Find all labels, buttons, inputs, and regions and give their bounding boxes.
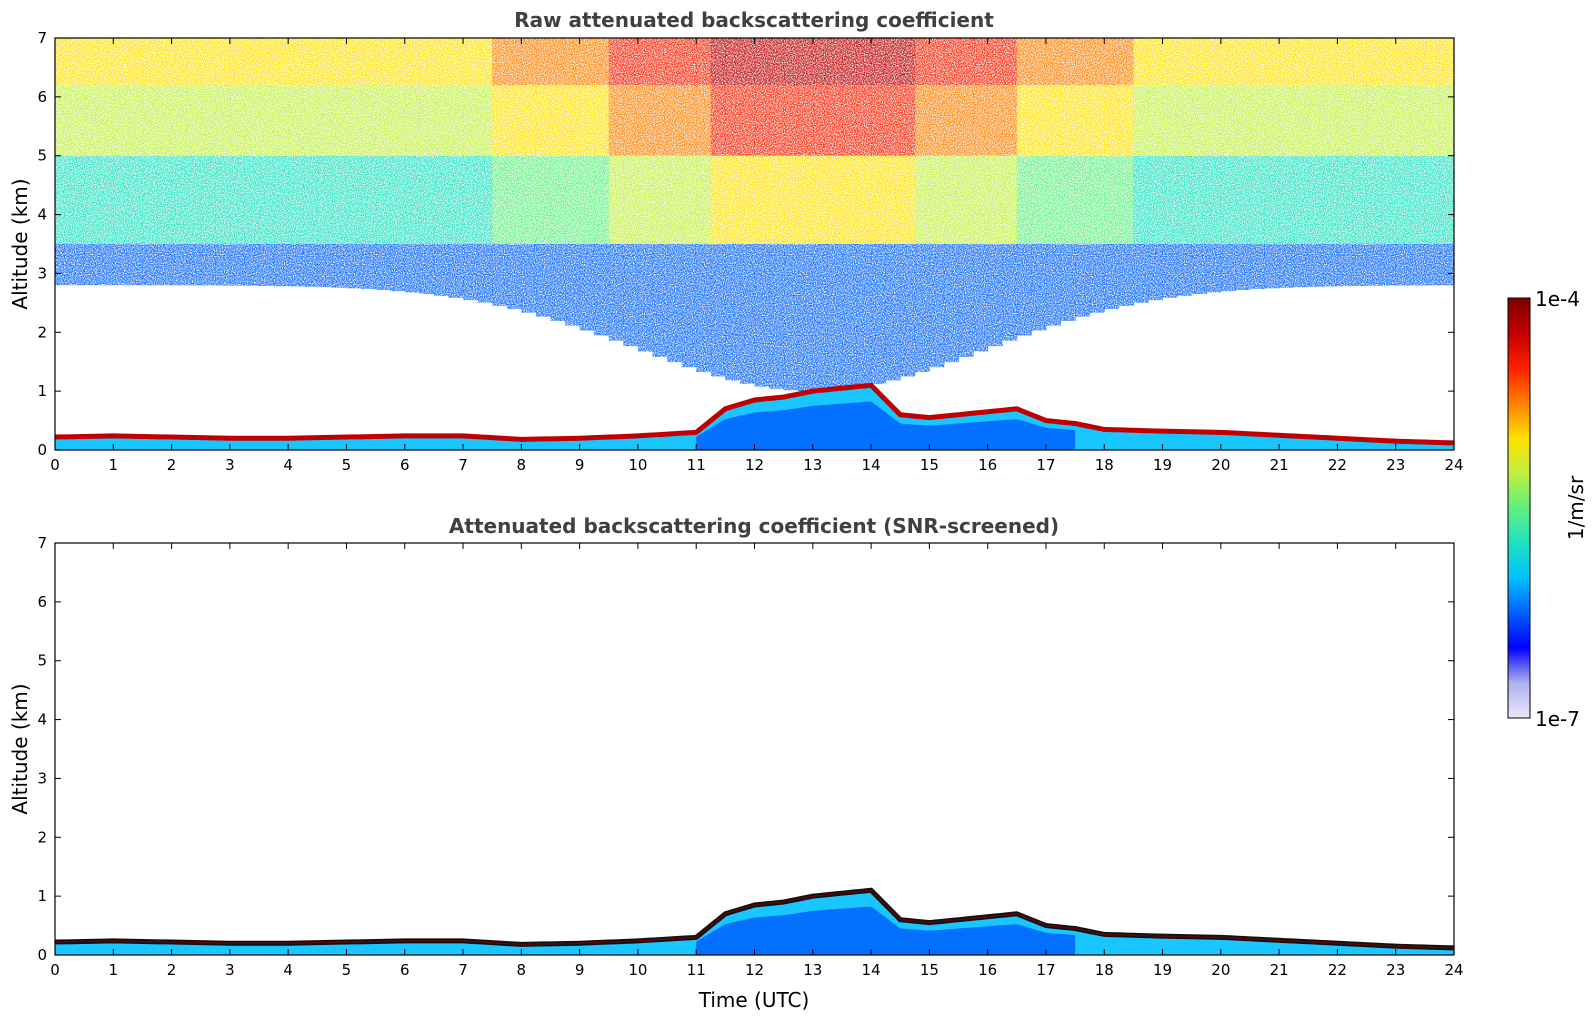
x-tick-label: 0 <box>50 456 60 474</box>
x-tick-label: 11 <box>687 961 706 979</box>
x-tick-label: 8 <box>517 456 527 474</box>
y-tick-label: 0 <box>37 441 47 459</box>
y-tick-label: 5 <box>37 652 47 670</box>
y-tick-label: 2 <box>37 828 47 846</box>
noise-grain <box>55 38 1454 450</box>
x-tick-label: 14 <box>862 456 881 474</box>
x-tick-label: 22 <box>1328 961 1347 979</box>
x-tick-label: 6 <box>400 961 410 979</box>
x-tick-label: 15 <box>920 456 939 474</box>
y-ticks: 0 1 2 3 4 5 6 7 <box>37 29 1454 459</box>
x-tick-label: 1 <box>109 456 119 474</box>
x-ticks: 0 1 2 3 4 5 6 7 8 9 10 11 12 13 14 15 16 17 18 19 20 21 22 23 24 <box>50 543 1464 979</box>
x-tick-label: 4 <box>283 961 293 979</box>
x-tick-label: 19 <box>1153 961 1172 979</box>
x-tick-label: 21 <box>1270 456 1289 474</box>
y-tick-label: 1 <box>37 887 47 905</box>
x-tick-label: 5 <box>342 961 352 979</box>
x-tick-label: 24 <box>1444 456 1463 474</box>
y-tick-label: 4 <box>37 711 47 729</box>
y-tick-label: 4 <box>37 206 47 224</box>
x-tick-label: 9 <box>575 456 585 474</box>
x-tick-label: 17 <box>1036 961 1055 979</box>
daytime-mixed-layer <box>696 401 1076 450</box>
y-ticks: 0 1 2 3 4 5 6 7 <box>37 534 1454 964</box>
x-tick-label: 9 <box>575 961 585 979</box>
x-tick-label: 20 <box>1211 961 1230 979</box>
x-tick-label: 2 <box>167 961 177 979</box>
y-axis-label: Altitude (km) <box>8 683 32 814</box>
x-tick-label: 10 <box>628 456 647 474</box>
x-ticks: 0 1 2 3 4 5 6 7 8 9 10 11 12 13 14 15 16 17 18 19 20 21 22 23 24 <box>50 38 1464 474</box>
x-tick-label: 12 <box>745 961 764 979</box>
x-tick-label: 24 <box>1444 961 1463 979</box>
heatmap-area <box>55 38 1454 450</box>
y-axis-label: Altitude (km) <box>8 178 32 309</box>
layer-top-line <box>55 382 1454 446</box>
x-tick-label: 16 <box>978 456 997 474</box>
heatmap-area <box>55 887 1454 955</box>
y-tick-label: 6 <box>37 593 47 611</box>
x-tick-label: 3 <box>225 456 235 474</box>
colorbar: 1e-4 1e-7 1/m/sr <box>1507 287 1588 731</box>
x-tick-label: 0 <box>50 961 60 979</box>
x-tick-label: 5 <box>342 456 352 474</box>
x-tick-label: 12 <box>745 456 764 474</box>
x-tick-label: 2 <box>167 456 177 474</box>
y-tick-label: 7 <box>37 534 47 552</box>
y-tick-label: 7 <box>37 29 47 47</box>
panel-title: Attenuated backscattering coefficient (S… <box>449 514 1059 538</box>
snr-screened-panel: Attenuated backscattering coefficient (S… <box>8 514 1464 1012</box>
panel-title: Raw attenuated backscattering coefficien… <box>514 8 994 32</box>
x-tick-label: 8 <box>517 961 527 979</box>
layer-top-core <box>55 889 1454 949</box>
x-tick-label: 7 <box>458 961 468 979</box>
x-tick-label: 7 <box>458 456 468 474</box>
colorbar-min-label: 1e-7 <box>1535 707 1580 731</box>
colorbar-max-label: 1e-4 <box>1535 287 1580 311</box>
x-tick-label: 11 <box>687 456 706 474</box>
x-tick-label: 18 <box>1095 961 1114 979</box>
axes-frame <box>54 542 1455 956</box>
x-axis-label: Time (UTC) <box>698 988 810 1012</box>
y-tick-label: 3 <box>37 769 47 787</box>
x-tick-label: 13 <box>803 456 822 474</box>
x-tick-label: 18 <box>1095 456 1114 474</box>
x-tick-label: 20 <box>1211 456 1230 474</box>
colorbar-gradient <box>1507 297 1531 719</box>
y-tick-label: 3 <box>37 264 47 282</box>
y-tick-label: 1 <box>37 382 47 400</box>
x-tick-label: 19 <box>1153 456 1172 474</box>
x-tick-label: 13 <box>803 961 822 979</box>
y-tick-label: 5 <box>37 147 47 165</box>
y-tick-label: 0 <box>37 946 47 964</box>
x-tick-label: 1 <box>109 961 119 979</box>
x-tick-label: 6 <box>400 456 410 474</box>
y-tick-label: 6 <box>37 88 47 106</box>
colorbar-units-label: 1/m/sr <box>1564 475 1588 540</box>
x-tick-label: 23 <box>1386 456 1405 474</box>
daytime-mixed-layer <box>696 906 1076 955</box>
x-tick-label: 17 <box>1036 456 1055 474</box>
x-tick-label: 22 <box>1328 456 1347 474</box>
x-tick-label: 16 <box>978 961 997 979</box>
x-tick-label: 15 <box>920 961 939 979</box>
y-tick-label: 2 <box>37 323 47 341</box>
noise-field <box>55 38 1454 450</box>
x-tick-label: 10 <box>628 961 647 979</box>
x-tick-label: 21 <box>1270 961 1289 979</box>
raw-backscatter-panel: Raw attenuated backscattering coefficien… <box>8 8 1464 474</box>
x-tick-label: 23 <box>1386 961 1405 979</box>
x-tick-label: 4 <box>283 456 293 474</box>
x-tick-label: 14 <box>862 961 881 979</box>
x-tick-label: 3 <box>225 961 235 979</box>
